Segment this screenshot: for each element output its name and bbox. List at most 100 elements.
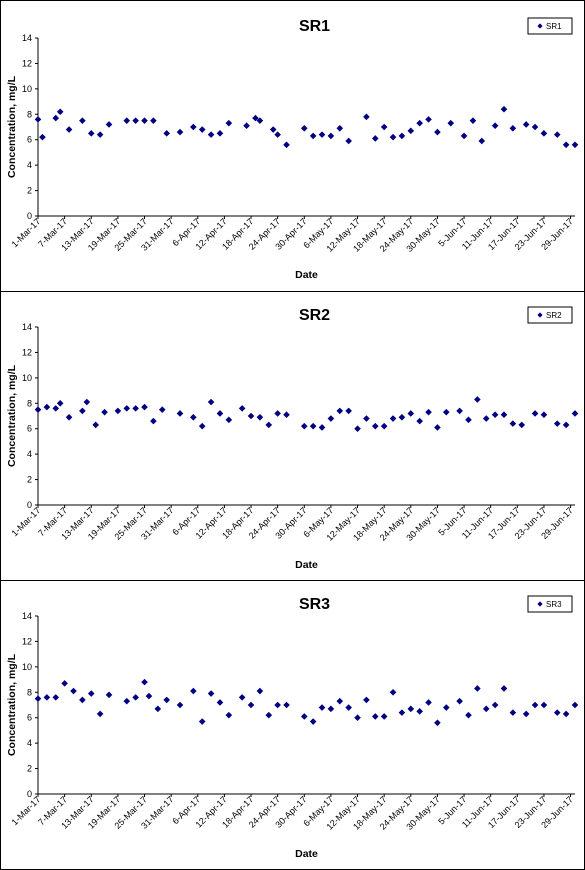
data-point-sr1 [371, 135, 379, 142]
data-point-sr1 [87, 130, 95, 137]
data-point-sr1 [216, 130, 224, 137]
data-point-sr1 [509, 124, 517, 132]
data-point-sr3 [345, 704, 352, 711]
data-point-sr1 [105, 121, 113, 128]
data-point-sr3 [141, 678, 148, 686]
data-point-sr1 [416, 119, 423, 127]
data-point-sr1 [176, 128, 184, 136]
data-point-sr1 [34, 116, 42, 123]
data-point-sr3 [540, 701, 548, 709]
data-point-sr3 [163, 696, 171, 704]
y-tick-label: 14 [22, 33, 32, 43]
data-point-sr2 [553, 420, 561, 427]
data-point-sr3 [123, 697, 131, 705]
data-point-sr1 [478, 137, 486, 145]
data-point-sr2 [327, 415, 335, 422]
data-point-sr3 [198, 718, 206, 725]
chart-panel-sr1: SR1 0 2 4 6 8 10 12 14 1-Mar-17 7-Mar-17 13-Mar-17 1… [0, 0, 585, 292]
data-point-sr3 [61, 680, 68, 687]
data-point-sr1 [198, 126, 206, 133]
legend-box [527, 17, 573, 35]
data-point-sr3 [363, 696, 370, 704]
data-point-sr1 [318, 131, 326, 138]
data-point-sr1 [425, 116, 432, 123]
data-point-sr3 [371, 713, 379, 720]
data-point-sr3 [327, 705, 335, 713]
data-point-sr3 [52, 694, 60, 701]
chart-panel-sr3: SR3 0 2 4 6 8 10 12 14 1-Mar-17 7-Mar-17 13-Mar-17 1… [0, 580, 585, 870]
data-point-sr1 [531, 123, 539, 131]
y-tick-label: 4 [27, 449, 32, 459]
data-point-sr2 [518, 421, 526, 429]
y-tick-label: 0 [27, 789, 32, 799]
data-point-sr2 [198, 422, 206, 430]
data-point-sr2 [425, 408, 432, 416]
chart-title: SR2 [299, 307, 330, 324]
data-point-sr2 [442, 408, 450, 416]
data-point-sr1 [256, 117, 264, 124]
data-point-sr2 [416, 417, 423, 425]
data-point-sr1 [96, 131, 104, 138]
chart-title: SR3 [299, 596, 330, 613]
x-axis-label: Date [295, 269, 318, 281]
data-point-sr2 [309, 422, 317, 430]
data-point-sr2 [190, 413, 197, 421]
data-point-sr3 [132, 694, 139, 701]
data-point-sr2 [92, 421, 99, 429]
data-point-sr3 [474, 685, 481, 692]
data-point-sr2 [482, 415, 490, 422]
data-point-sr2 [398, 413, 406, 421]
data-point-sr2 [238, 405, 246, 412]
y-tick-label: 10 [22, 662, 32, 672]
y-tick-label: 4 [27, 738, 32, 748]
y-axis-label: Concentration, mg/L [6, 75, 18, 178]
data-point-sr3 [562, 710, 570, 718]
data-point-sr3 [491, 701, 499, 709]
data-point-sr2 [216, 410, 224, 417]
data-point-sr2 [500, 411, 508, 419]
data-point-sr3 [318, 704, 326, 711]
data-point-sr2 [509, 420, 517, 427]
data-point-sr1 [571, 141, 579, 149]
y-axis-label: Concentration, mg/L [6, 653, 18, 756]
data-point-sr3 [531, 701, 539, 709]
data-point-sr1 [540, 130, 548, 137]
data-point-sr3 [300, 713, 308, 720]
data-point-sr2 [540, 411, 548, 419]
data-point-sr3 [145, 692, 153, 700]
data-point-sr2 [207, 398, 215, 406]
legend-label: SR3 [546, 600, 562, 609]
data-point-sr3 [465, 711, 472, 719]
y-tick-label: 10 [22, 84, 32, 94]
data-point-sr1 [398, 132, 406, 140]
legend: SR2 [527, 306, 573, 324]
data-point-sr2 [407, 410, 415, 417]
data-point-sr3 [96, 710, 104, 718]
data-point-sr2 [56, 399, 64, 407]
data-point-sr1 [79, 117, 86, 124]
y-tick-label: 2 [27, 764, 32, 774]
y-tick-label: 14 [22, 322, 32, 332]
data-point-sr3 [43, 694, 51, 701]
legend-marker [537, 23, 543, 29]
data-point-sr3 [509, 709, 517, 716]
data-point-sr3 [398, 709, 406, 716]
data-point-sr2 [123, 405, 131, 412]
scatter-chart-sr1: SR1024681012141-Mar-177-Mar-1713-Mar-171… [6, 17, 579, 281]
data-point-sr3 [247, 701, 255, 709]
data-point-sr3 [416, 708, 423, 715]
data-point-sr1 [363, 113, 370, 121]
y-tick-label: 8 [27, 687, 32, 697]
data-point-sr2 [456, 407, 463, 415]
data-point-sr3 [500, 685, 508, 692]
data-point-sr3 [553, 709, 561, 716]
data-point-sr2 [318, 424, 326, 431]
data-point-sr1 [150, 117, 157, 124]
data-point-sr3 [434, 719, 441, 727]
data-point-sr3 [176, 701, 184, 709]
data-point-sr3 [283, 701, 290, 709]
data-point-sr3 [456, 697, 463, 705]
data-point-sr3 [265, 711, 273, 719]
data-point-sr3 [70, 687, 77, 695]
data-point-sr1 [243, 122, 250, 130]
